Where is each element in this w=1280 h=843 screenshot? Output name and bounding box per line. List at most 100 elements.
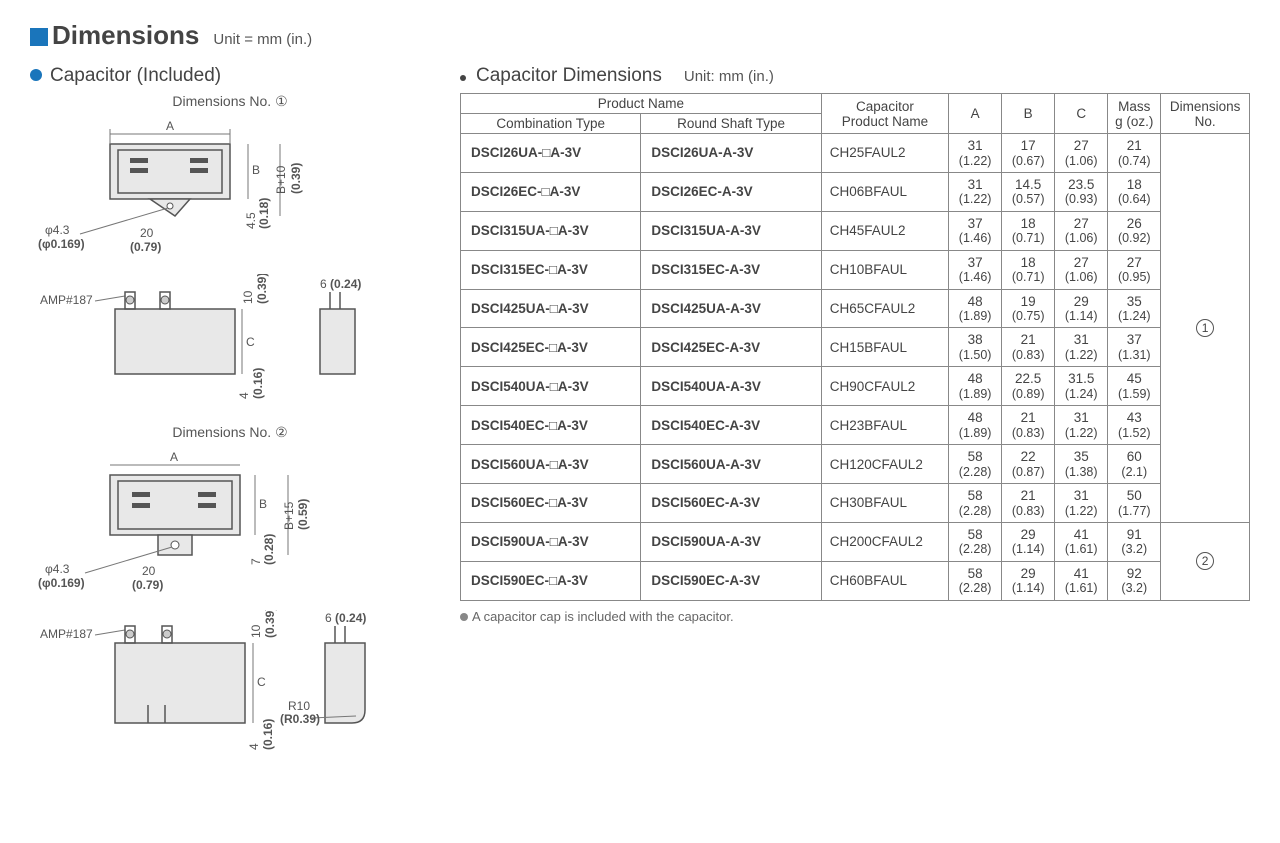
table-head: Product Name Capacitor Product Name A B … <box>461 94 1250 134</box>
table-cell: 37(1.46) <box>949 250 1002 289</box>
capacitor-table: Product Name Capacitor Product Name A B … <box>460 93 1250 601</box>
table-cell: 19(0.75) <box>1002 289 1055 328</box>
dim1-label: Dimensions No. ① <box>30 93 430 110</box>
main-unit: Unit = mm (in.) <box>213 31 312 48</box>
table-cell: 48(1.89) <box>949 367 1002 406</box>
table-cell: CH60BFAUL <box>821 561 948 600</box>
svg-text:10: 10 <box>241 290 255 304</box>
svg-text:(φ0.169): (φ0.169) <box>38 576 85 590</box>
svg-text:(0.16): (0.16) <box>261 719 275 750</box>
table-cell: CH23BFAUL <box>821 406 948 445</box>
main-title: Dimensions <box>52 20 199 50</box>
table-cell: 43(1.52) <box>1108 406 1161 445</box>
svg-text:B: B <box>259 497 267 511</box>
table-cell: 26(0.92) <box>1108 211 1161 250</box>
table-cell: DSCI590EC-A-3V <box>641 561 821 600</box>
table-cell: DSCI315EC-□A-3V <box>461 250 641 289</box>
table-row: DSCI315UA-□A-3VDSCI315UA-A-3VCH45FAUL237… <box>461 211 1250 250</box>
svg-text:(φ0.169): (φ0.169) <box>38 237 85 251</box>
table-cell: DSCI26UA-A-3V <box>641 134 821 173</box>
table-cell: 31(1.22) <box>949 172 1002 211</box>
table-cell: DSCI425EC-A-3V <box>641 328 821 367</box>
table-cell: DSCI540UA-□A-3V <box>461 367 641 406</box>
table-cell: DSCI425UA-A-3V <box>641 289 821 328</box>
table-cell: DSCI26EC-A-3V <box>641 172 821 211</box>
diagrams-column: Capacitor (Included) Dimensions No. ① <box>30 65 430 780</box>
table-cell: 18(0.71) <box>1002 211 1055 250</box>
svg-text:7: 7 <box>249 558 263 565</box>
table-cell: 31(1.22) <box>1055 406 1108 445</box>
svg-text:4: 4 <box>237 392 251 399</box>
table-cell: 41(1.61) <box>1055 561 1108 600</box>
svg-text:(0.18): (0.18) <box>257 198 271 229</box>
cap-dim-unit: Unit: mm (in.) <box>684 68 774 85</box>
table-cell: 21(0.74) <box>1108 134 1161 173</box>
diagram-2-side: AMP#187 C 10 (0.39) 4 (0.16) <box>30 610 390 770</box>
table-cell: DSCI26UA-□A-3V <box>461 134 641 173</box>
table-cell: 58(2.28) <box>949 484 1002 523</box>
svg-text:(0.39): (0.39) <box>289 163 303 194</box>
table-cell: DSCI540EC-A-3V <box>641 406 821 445</box>
table-cell: 18(0.64) <box>1108 172 1161 211</box>
table-body: DSCI26UA-□A-3VDSCI26UA-A-3VCH25FAUL231(1… <box>461 134 1250 601</box>
table-row: DSCI590UA-□A-3VDSCI590UA-A-3VCH200CFAUL2… <box>461 522 1250 561</box>
table-cell: 41(1.61) <box>1055 522 1108 561</box>
table-cell: 37(1.46) <box>949 211 1002 250</box>
table-cell: 58(2.28) <box>949 445 1002 484</box>
cap-dim-header: Capacitor Dimensions Unit: mm (in.) <box>460 65 1250 87</box>
main-header: Dimensions Unit = mm (in.) <box>30 20 1250 51</box>
table-cell: 31.5(1.24) <box>1055 367 1108 406</box>
svg-text:(0.16): (0.16) <box>251 368 265 399</box>
svg-text:(0.79): (0.79) <box>130 240 161 254</box>
table-cell: 92(3.2) <box>1108 561 1161 600</box>
blue-bullet-icon <box>30 69 42 81</box>
svg-text:4: 4 <box>247 743 261 750</box>
table-cell: DSCI590EC-□A-3V <box>461 561 641 600</box>
svg-text:6 (0.24): 6 (0.24) <box>325 611 366 625</box>
svg-text:(0.28): (0.28) <box>262 534 276 565</box>
table-cell: 22(0.87) <box>1002 445 1055 484</box>
table-cell: 37(1.31) <box>1108 328 1161 367</box>
table-row: DSCI26UA-□A-3VDSCI26UA-A-3VCH25FAUL231(1… <box>461 134 1250 173</box>
svg-text:(R0.39): (R0.39) <box>280 712 320 726</box>
table-cell: 22.5(0.89) <box>1002 367 1055 406</box>
table-cell: 58(2.28) <box>949 561 1002 600</box>
table-cell: DSCI560UA-□A-3V <box>461 445 641 484</box>
table-cell: 27(1.06) <box>1055 211 1108 250</box>
table-cell: DSCI560EC-A-3V <box>641 484 821 523</box>
table-cell: CH200CFAUL2 <box>821 522 948 561</box>
table-cell: CH120CFAUL2 <box>821 445 948 484</box>
th-dimno: Dimensions No. <box>1161 94 1250 134</box>
table-cell: 48(1.89) <box>949 289 1002 328</box>
table-cell: 29(1.14) <box>1002 522 1055 561</box>
footnote: A capacitor cap is included with the cap… <box>460 609 1250 624</box>
diagram-1-top: A B B+10 (0.39) 4.5 (0.18) φ4.3 (φ0.169)… <box>30 114 390 264</box>
table-cell: DSCI590UA-A-3V <box>641 522 821 561</box>
svg-text:10: 10 <box>249 624 263 638</box>
svg-text:(0.59): (0.59) <box>296 499 310 530</box>
dim2-label: Dimensions No. ② <box>30 424 430 441</box>
svg-text:B: B <box>252 163 260 177</box>
svg-text:R10: R10 <box>288 699 310 713</box>
table-cell: CH10BFAUL <box>821 250 948 289</box>
capacitor-included-title: Capacitor (Included) <box>50 65 221 87</box>
table-cell: DSCI26EC-□A-3V <box>461 172 641 211</box>
table-cell: 60(2.1) <box>1108 445 1161 484</box>
svg-text:B+10: B+10 <box>274 165 288 194</box>
svg-text:(0.39): (0.39) <box>255 274 269 304</box>
svg-text:A: A <box>166 119 174 133</box>
gray-bullet-icon <box>460 613 468 621</box>
table-cell: 45(1.59) <box>1108 367 1161 406</box>
svg-text:20: 20 <box>142 564 156 578</box>
table-cell: 14.5(0.57) <box>1002 172 1055 211</box>
table-cell: 23.5(0.93) <box>1055 172 1108 211</box>
table-cell: CH15BFAUL <box>821 328 948 367</box>
svg-text:φ4.3: φ4.3 <box>45 223 70 237</box>
table-row: DSCI540UA-□A-3VDSCI540UA-A-3VCH90CFAUL24… <box>461 367 1250 406</box>
cap-dim-title: Capacitor Dimensions <box>476 65 662 87</box>
main-title-block: Dimensions <box>30 20 199 51</box>
footnote-text: A capacitor cap is included with the cap… <box>472 609 734 624</box>
table-cell: CH06BFAUL <box>821 172 948 211</box>
th-round: Round Shaft Type <box>641 114 821 134</box>
table-cell: DSCI540EC-□A-3V <box>461 406 641 445</box>
